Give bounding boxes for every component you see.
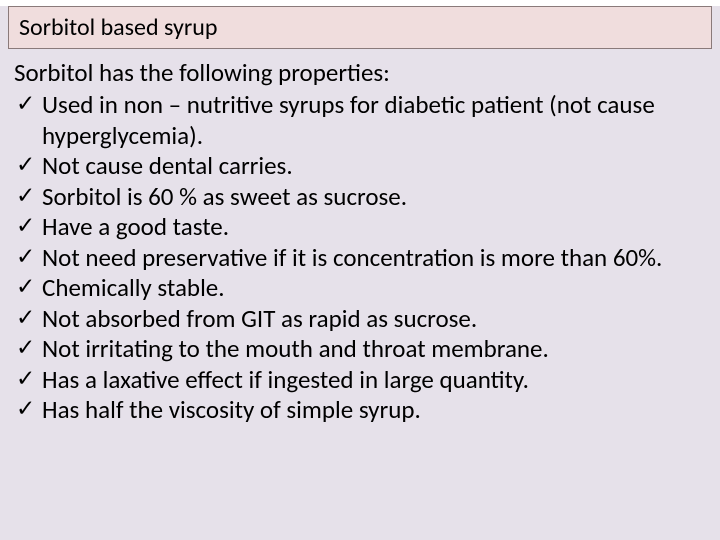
list-item: Not irritating to the mouth and throat m… (14, 334, 706, 365)
list-item: Used in non – nutritive syrups for diabe… (14, 90, 706, 151)
list-item: Has a laxative effect if ingested in lar… (14, 365, 706, 396)
title-bar: Sorbitol based syrup (8, 6, 712, 49)
list-item: Have a good taste. (14, 212, 706, 243)
content-area: Sorbitol has the following properties: U… (0, 53, 720, 426)
list-item: Sorbitol is 60 % as sweet as sucrose. (14, 182, 706, 213)
intro-text: Sorbitol has the following properties: (14, 57, 706, 88)
slide: Sorbitol based syrup Sorbitol has the fo… (0, 6, 720, 540)
list-item: Not need preservative if it is concentra… (14, 243, 706, 274)
slide-title: Sorbitol based syrup (19, 13, 701, 42)
list-item: Not absorbed from GIT as rapid as sucros… (14, 304, 706, 335)
list-item: Not cause dental carries. (14, 151, 706, 182)
properties-list: Used in non – nutritive syrups for diabe… (14, 90, 706, 426)
list-item: Chemically stable. (14, 273, 706, 304)
list-item: Has half the viscosity of simple syrup. (14, 395, 706, 426)
